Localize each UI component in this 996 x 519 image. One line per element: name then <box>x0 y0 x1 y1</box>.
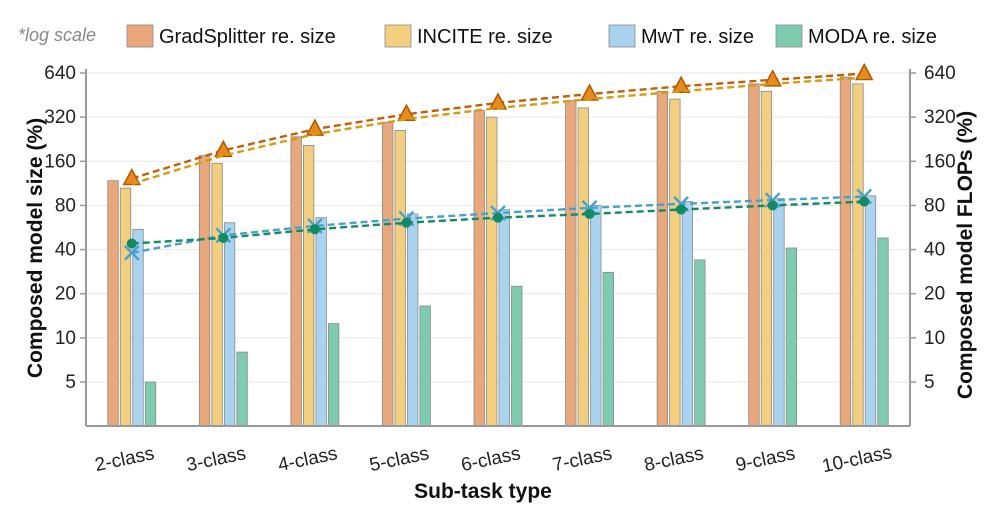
marker-moda-flops-9-class <box>767 200 778 211</box>
bar-incite-re-size-9-class <box>760 90 773 427</box>
bar-mwt-re-size-6-class <box>498 209 510 427</box>
bar-gradsplitter-re-size-2-class <box>107 180 119 427</box>
bar-gradsplitter-re-size-5-class <box>382 121 394 427</box>
y-tick-label-right: 40 <box>924 240 945 261</box>
bar-incite-re-size-7-class <box>577 107 589 427</box>
marker-mwt-flops-2-class-b <box>123 244 140 261</box>
marker-moda-flops-7-class <box>584 208 595 219</box>
marker-moda-flops-3-class <box>218 232 229 243</box>
bar-moda-re-size-10-class <box>877 237 889 427</box>
left-axis-title: Composed model size (%) <box>24 118 47 378</box>
bar-moda-re-size-8-class <box>694 259 706 427</box>
legend-label-mwt-re-size: MwT re. size <box>641 26 754 48</box>
bar-gradsplitter-re-size-10-class <box>839 76 852 427</box>
x-tick-label-10-class: 10-class <box>820 442 894 477</box>
bar-gradsplitter-re-size-4-class <box>290 136 302 427</box>
y-tick-label-right: 80 <box>924 195 945 216</box>
bar-mwt-re-size-4-class <box>315 217 327 427</box>
legend-swatch-mwt-re-size <box>608 24 636 48</box>
bar-moda-re-size-9-class <box>785 247 798 427</box>
y-tick-label-left: 160 <box>44 151 76 172</box>
bar-incite-re-size-5-class <box>394 129 406 427</box>
marker-moda-flops-5-class <box>401 217 412 228</box>
y-tick-label-left: 10 <box>55 328 76 349</box>
bar-moda-re-size-4-class <box>327 323 340 427</box>
bar-mwt-re-size-3-class <box>223 222 236 427</box>
x-tick-label-9-class: 9-class <box>734 443 797 476</box>
bar-moda-re-size-3-class <box>236 351 248 427</box>
bar-gradsplitter-re-size-7-class <box>565 100 577 427</box>
legend-swatch-moda-re-size <box>775 24 803 48</box>
marker-moda-flops-2-class <box>126 238 137 249</box>
bar-incite-re-size-6-class <box>486 116 498 427</box>
marker-moda-flops-4-class <box>309 224 320 235</box>
line-incite-flops <box>131 76 865 186</box>
y-tick-label-right: 5 <box>924 372 935 393</box>
bar-incite-re-size-2-class <box>119 187 132 427</box>
bar-moda-re-size-5-class <box>419 305 431 427</box>
x-tick-label-6-class: 6-class <box>459 443 522 476</box>
bar-gradsplitter-re-size-9-class <box>748 83 760 427</box>
x-tick-label-3-class: 3-class <box>185 443 248 476</box>
x-tick-label-2-class: 2-class <box>93 443 156 476</box>
y-tick-label-right: 640 <box>924 63 956 84</box>
log-scale-note: *log scale <box>18 25 96 45</box>
legend-label-incite-re-size: INCITE re. size <box>417 26 553 48</box>
bar-mwt-re-size-10-class <box>864 195 877 427</box>
y-tick-label-right: 160 <box>924 151 956 172</box>
bar-mwt-re-size-7-class <box>590 205 602 427</box>
legend-label-moda-re-size: MODA re. size <box>808 26 937 48</box>
y-tick-label-left: 5 <box>65 372 76 393</box>
y-tick-label-right: 10 <box>924 328 945 349</box>
y-tick-label-right: 320 <box>924 107 956 128</box>
x-axis-title: Sub-task type <box>414 480 552 503</box>
bar-gradsplitter-re-size-3-class <box>198 155 211 427</box>
marker-mwt-flops-2-class <box>123 244 140 261</box>
bar-incite-re-size-4-class <box>302 145 315 427</box>
right-axis-title: Composed model FLOPs (%) <box>954 111 977 399</box>
marker-gradsplitter-flops-7-class <box>580 83 599 101</box>
x-tick-label-7-class: 7-class <box>551 443 614 476</box>
bar-gradsplitter-re-size-8-class <box>656 90 669 427</box>
grid-lines <box>86 72 910 383</box>
bar-mwt-re-size-5-class <box>407 213 419 427</box>
marker-gradsplitter-flops-2-class <box>122 167 142 186</box>
x-tick-label-8-class: 8-class <box>642 443 705 476</box>
y-tick-label-left: 320 <box>44 107 76 128</box>
legend-swatch-gradsplitter-re-size <box>126 24 154 48</box>
line-group <box>122 62 874 261</box>
bar-mwt-re-size-8-class <box>681 201 694 427</box>
marker-moda-flops-6-class <box>493 212 503 223</box>
legend: GradSplitter re. size INCITE re. size MwT … <box>126 24 937 48</box>
bar-moda-re-size-6-class <box>511 285 523 427</box>
y-tick-label-left: 20 <box>55 284 76 305</box>
bar-moda-re-size-7-class <box>602 271 614 427</box>
bar-group <box>107 76 889 427</box>
marker-gradsplitter-flops-8-class <box>671 75 691 93</box>
y-tick-label-left: 640 <box>44 63 76 84</box>
bar-incite-re-size-8-class <box>669 98 681 427</box>
marker-gradsplitter-flops-9-class <box>763 69 782 87</box>
legend-swatch-incite-re-size <box>384 24 412 48</box>
bar-gradsplitter-re-size-6-class <box>473 110 485 427</box>
marker-moda-flops-8-class <box>676 204 687 215</box>
legend-label-gradsplitter-re-size: GradSplitter re. size <box>159 26 336 48</box>
bar-incite-re-size-3-class <box>211 162 223 427</box>
y-tick-label-left: 40 <box>55 240 76 261</box>
marker-gradsplitter-flops-4-class <box>305 118 325 136</box>
marker-gradsplitter-flops-5-class <box>397 103 416 121</box>
axes <box>80 69 916 427</box>
bar-mwt-re-size-9-class <box>773 198 785 427</box>
x-tick-label-4-class: 4-class <box>276 443 339 476</box>
x-tick-label-5-class: 5-class <box>368 443 431 476</box>
y-tick-label-right: 20 <box>924 284 945 305</box>
marker-gradsplitter-flops-10-class <box>854 62 874 81</box>
y-tick-label-left: 80 <box>55 195 76 216</box>
marker-gradsplitter-flops-3-class <box>214 139 233 158</box>
marker-moda-flops-10-class <box>859 196 870 207</box>
bar-moda-re-size-2-class <box>144 381 157 427</box>
bar-incite-re-size-10-class <box>852 83 864 427</box>
